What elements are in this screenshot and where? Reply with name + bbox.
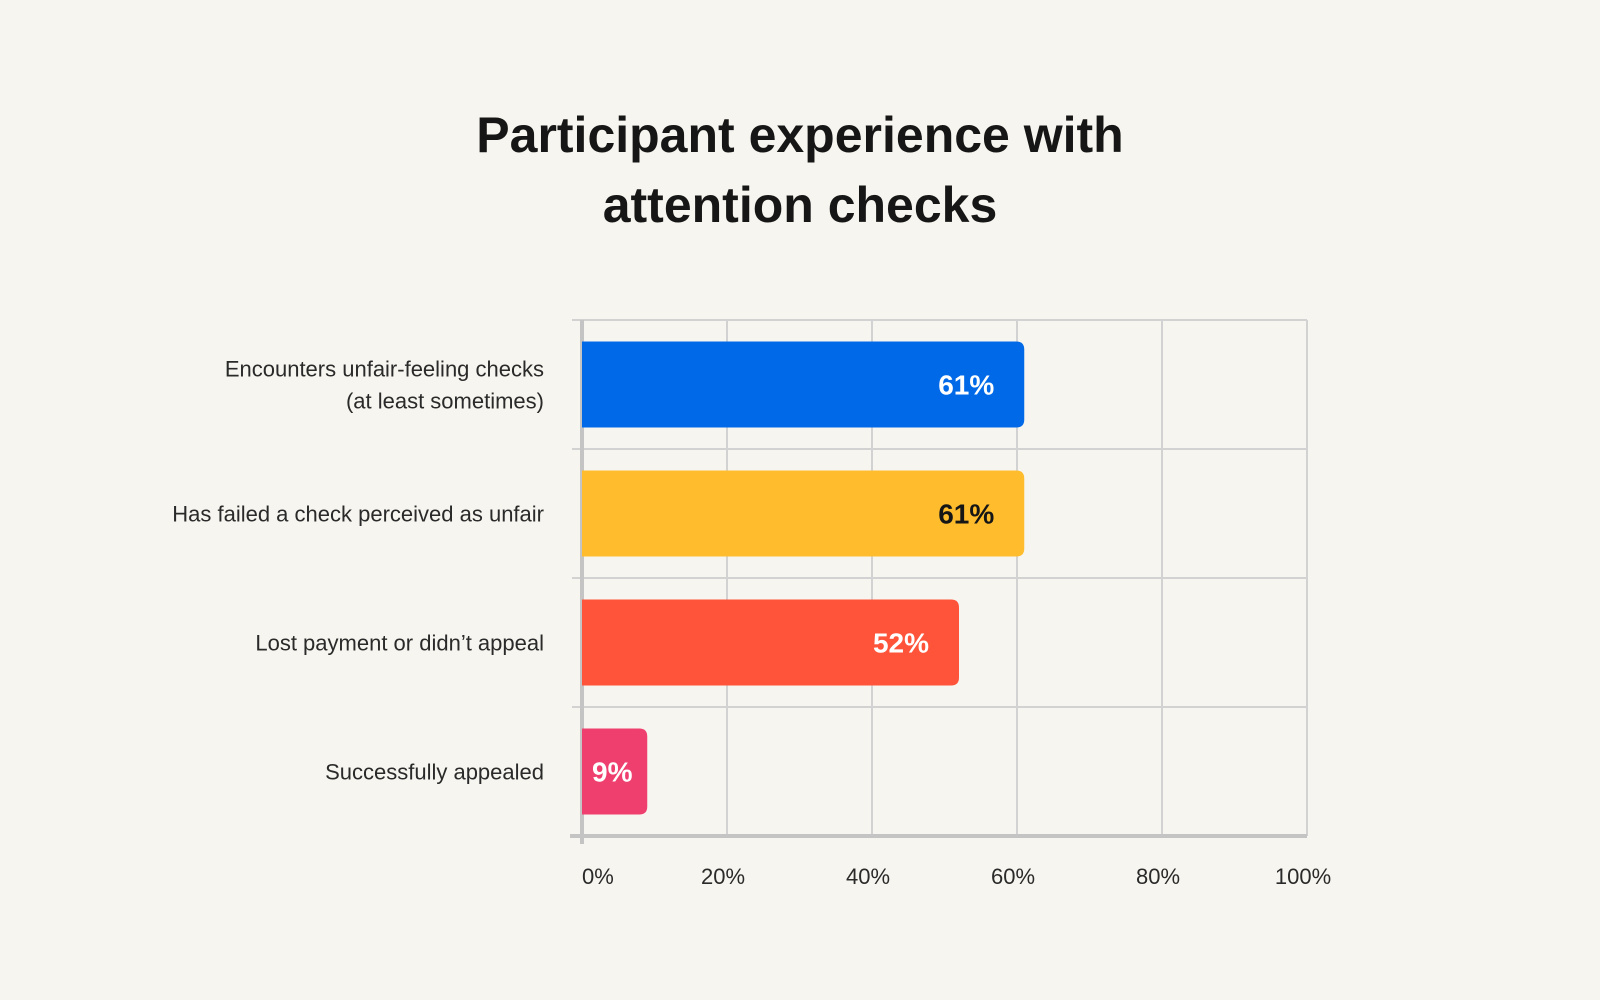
x-tick-label: 80%	[1136, 864, 1180, 889]
chart-title-line-2: attention checks	[602, 177, 998, 233]
bar-value-label: 61%	[938, 499, 994, 530]
bar-value-label: 9%	[592, 757, 633, 788]
bar	[582, 728, 648, 815]
category-label: Has failed a check perceived as unfair	[172, 502, 544, 527]
bar-value-label: 61%	[938, 370, 994, 401]
bar-value-label: 52%	[873, 628, 929, 659]
category-label: Successfully appealed	[325, 760, 544, 785]
x-tick-label: 0%	[582, 864, 614, 889]
x-tick-label: 40%	[846, 864, 890, 889]
category-label: Lost payment or didn’t appeal	[255, 631, 544, 656]
category-label: Encounters unfair-feeling checks	[225, 357, 544, 382]
chart-title: Participant experience with attention ch…	[0, 100, 1600, 240]
bar	[582, 599, 959, 686]
x-tick-label: 100%	[1275, 864, 1331, 889]
chart-title-line-1: Participant experience with	[476, 107, 1124, 163]
bar	[582, 341, 1025, 428]
x-tick-label: 20%	[701, 864, 745, 889]
category-label: (at least sometimes)	[346, 389, 544, 414]
x-tick-label: 60%	[991, 864, 1035, 889]
bar	[582, 470, 1025, 557]
